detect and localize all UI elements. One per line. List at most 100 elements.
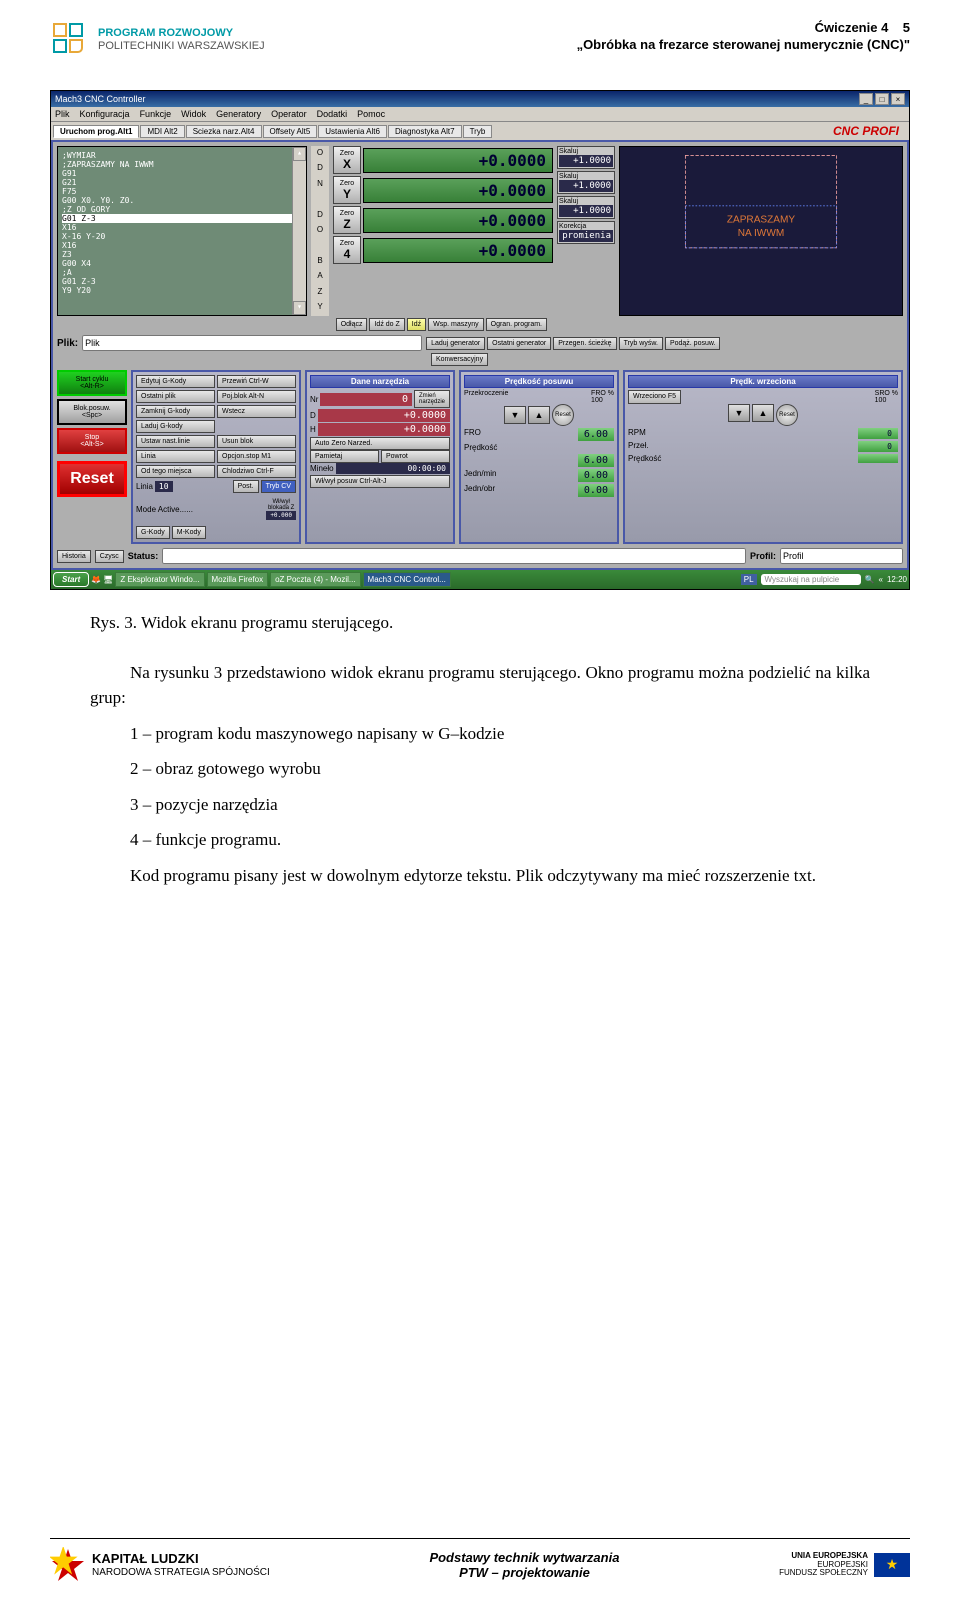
close-icon[interactable]: ×	[891, 93, 905, 105]
edit-button[interactable]: Usun blok	[217, 435, 296, 448]
toolpath-preview[interactable]: ZAPRASZAMY NA IWWM	[619, 146, 903, 316]
zero-button[interactable]: Zero4	[333, 236, 361, 264]
edit-button[interactable]: Zamknij G-kody	[136, 405, 215, 418]
historia-button[interactable]: Historia	[57, 550, 91, 563]
edit-button[interactable]: Opcjon.stop M1	[217, 450, 296, 463]
edit-button[interactable]: Laduj G-kody	[136, 420, 215, 433]
taskbar-item[interactable]: Mach3 CNC Control...	[363, 572, 451, 587]
tab[interactable]: Sciezka narz.Alt4	[186, 125, 262, 138]
spin-reset-button[interactable]: Reset	[776, 404, 798, 426]
edit-button[interactable]: Od tego miejsca	[136, 465, 215, 478]
idz-button[interactable]: Idź	[407, 318, 426, 331]
feed-reset-button[interactable]: Reset	[552, 404, 574, 426]
maximize-icon[interactable]: □	[875, 93, 889, 105]
pamietaj-button[interactable]: Pamietaj	[310, 450, 379, 463]
tray-icon[interactable]: «	[879, 575, 883, 584]
stop-button[interactable]: Stop <Alt-S>	[57, 428, 127, 454]
status-input[interactable]	[162, 548, 746, 564]
ogran-button[interactable]: Ogran. program.	[486, 318, 547, 331]
laduj-gen-button[interactable]: Laduj generator	[426, 337, 485, 350]
start-cycle-button[interactable]: Start cyklu <Alt-R>	[57, 370, 127, 396]
taskbar-item[interactable]: Z Eksplorator Windo...	[115, 572, 204, 587]
podaz-button[interactable]: Podąż. posuw.	[665, 337, 721, 350]
tab[interactable]: Offsety Alt5	[263, 125, 318, 138]
plik-input[interactable]	[82, 335, 422, 351]
rpm-label: RPM	[628, 428, 646, 439]
zero-button[interactable]: ZeroY	[333, 176, 361, 204]
feed-down-icon[interactable]: ▼	[504, 406, 526, 424]
tray-icon[interactable]: 🔍	[865, 575, 875, 584]
nr-label: Nr	[310, 395, 318, 404]
spin-down-icon[interactable]: ▼	[728, 404, 750, 422]
taskbar-item[interactable]: Mozilla Firefox	[207, 572, 269, 587]
brand-label: CNC PROFI	[833, 124, 907, 138]
reset-button[interactable]: Reset	[57, 461, 127, 497]
menu-item[interactable]: Operator	[271, 109, 307, 119]
minelo-value: 00:00:00	[336, 463, 450, 474]
menu-item[interactable]: Generatory	[216, 109, 261, 119]
edit-button[interactable]: Linia	[136, 450, 215, 463]
edit-button[interactable]: Ustaw nast.linie	[136, 435, 215, 448]
scroll-up-icon[interactable]: ▴	[293, 147, 306, 161]
wsp-button[interactable]: Wsp. maszyny	[428, 318, 484, 331]
edit-button[interactable]: Przewiń Ctrl-W	[217, 375, 296, 388]
czysc-button[interactable]: Czysc	[95, 550, 124, 563]
konwers-button[interactable]: Konwersacyjny	[431, 353, 488, 366]
start-button[interactable]: Start	[53, 572, 89, 587]
edit-button[interactable]: Wstecz	[217, 405, 296, 418]
odn-char: Z	[318, 287, 323, 299]
blok-posuw-button[interactable]: Blok.posuw. <Spc>	[57, 399, 127, 425]
tryb-wysw-button[interactable]: Tryb wyśw.	[619, 337, 663, 350]
menu-item[interactable]: Pomoc	[357, 109, 385, 119]
wlposuw-button[interactable]: Wł/wył posuw Ctrl-Alt-J	[310, 475, 450, 488]
spin-up-icon[interactable]: ▲	[752, 404, 774, 422]
menu-item[interactable]: Plik	[55, 109, 70, 119]
quicklaunch-icon[interactable]: 🖥	[103, 575, 113, 584]
menu-item[interactable]: Widok	[181, 109, 206, 119]
taskbar-item[interactable]: oZ Poczta (4) - Mozil...	[270, 572, 360, 587]
lang-indicator[interactable]: PL	[741, 574, 757, 585]
minelo-label: Mineło	[310, 464, 334, 473]
edit-button[interactable]: Ostatni plik	[136, 390, 215, 403]
h-label: H	[310, 425, 316, 434]
gcode-line: Y9 Y20	[62, 286, 302, 295]
edit-button[interactable]: Edytuj G-Kody	[136, 375, 215, 388]
menu-item[interactable]: Konfiguracja	[80, 109, 130, 119]
gcode-listing[interactable]: ;WYMIAR;ZAPRASZAMY NA IWWMG91G21F75G00 X…	[57, 146, 307, 316]
gcode-scrollbar[interactable]: ▴ ▾	[292, 147, 306, 315]
powrot-button[interactable]: Powrot	[381, 450, 450, 463]
wrzeciono-button[interactable]: Wrzeciono F5	[628, 390, 681, 404]
autozero-button[interactable]: Auto Zero Narzed.	[310, 437, 450, 450]
tab[interactable]: Ustawienia Alt6	[318, 125, 387, 138]
profil-input[interactable]	[780, 548, 903, 564]
zmien-button[interactable]: Zmień narzędzie	[414, 390, 450, 408]
idzdoz-button[interactable]: Idź do Z	[369, 318, 404, 331]
menu-item[interactable]: Dodatki	[317, 109, 348, 119]
svg-text:ZAPRASZAMY: ZAPRASZAMY	[727, 215, 796, 226]
tab[interactable]: Diagnostyka Alt7	[388, 125, 462, 138]
feed-up-icon[interactable]: ▲	[528, 406, 550, 424]
tab[interactable]: MDI Alt2	[140, 125, 184, 138]
quicklaunch-icon[interactable]: 🦊	[91, 575, 101, 584]
tab-bar: Uruchom prog.Alt1MDI Alt2Sciezka narz.Al…	[51, 122, 909, 140]
mkody-button[interactable]: M-Kody	[172, 526, 206, 539]
zero-button[interactable]: ZeroZ	[333, 206, 361, 234]
dro-row: ZeroZ+0.0000	[333, 206, 553, 234]
edit-button[interactable]: Poj.blok Alt-N	[217, 390, 296, 403]
menu-item[interactable]: Funkcje	[140, 109, 172, 119]
desktop-search[interactable]: Wyszukaj na pulpicie	[761, 574, 861, 585]
spin-pr-value	[858, 454, 898, 463]
przegen-button[interactable]: Przegen. ścieżkę	[553, 337, 616, 350]
zero-button[interactable]: ZeroX	[333, 146, 361, 174]
post-button[interactable]: Post.	[233, 480, 259, 493]
gkody-button[interactable]: G-Kody	[136, 526, 170, 539]
scroll-down-icon[interactable]: ▾	[293, 301, 306, 315]
tab[interactable]: Tryb	[463, 125, 493, 138]
odlacz-button[interactable]: Odłącz	[336, 318, 368, 331]
tab[interactable]: Uruchom prog.Alt1	[53, 125, 139, 138]
ostatni-gen-button[interactable]: Ostatni generator	[487, 337, 551, 350]
trybcv-button[interactable]: Tryb CV	[261, 480, 296, 493]
edit-button[interactable]: Chlodziwo Ctrl-F	[217, 465, 296, 478]
minimize-icon[interactable]: _	[859, 93, 873, 105]
linia-label: Linia	[136, 482, 153, 491]
